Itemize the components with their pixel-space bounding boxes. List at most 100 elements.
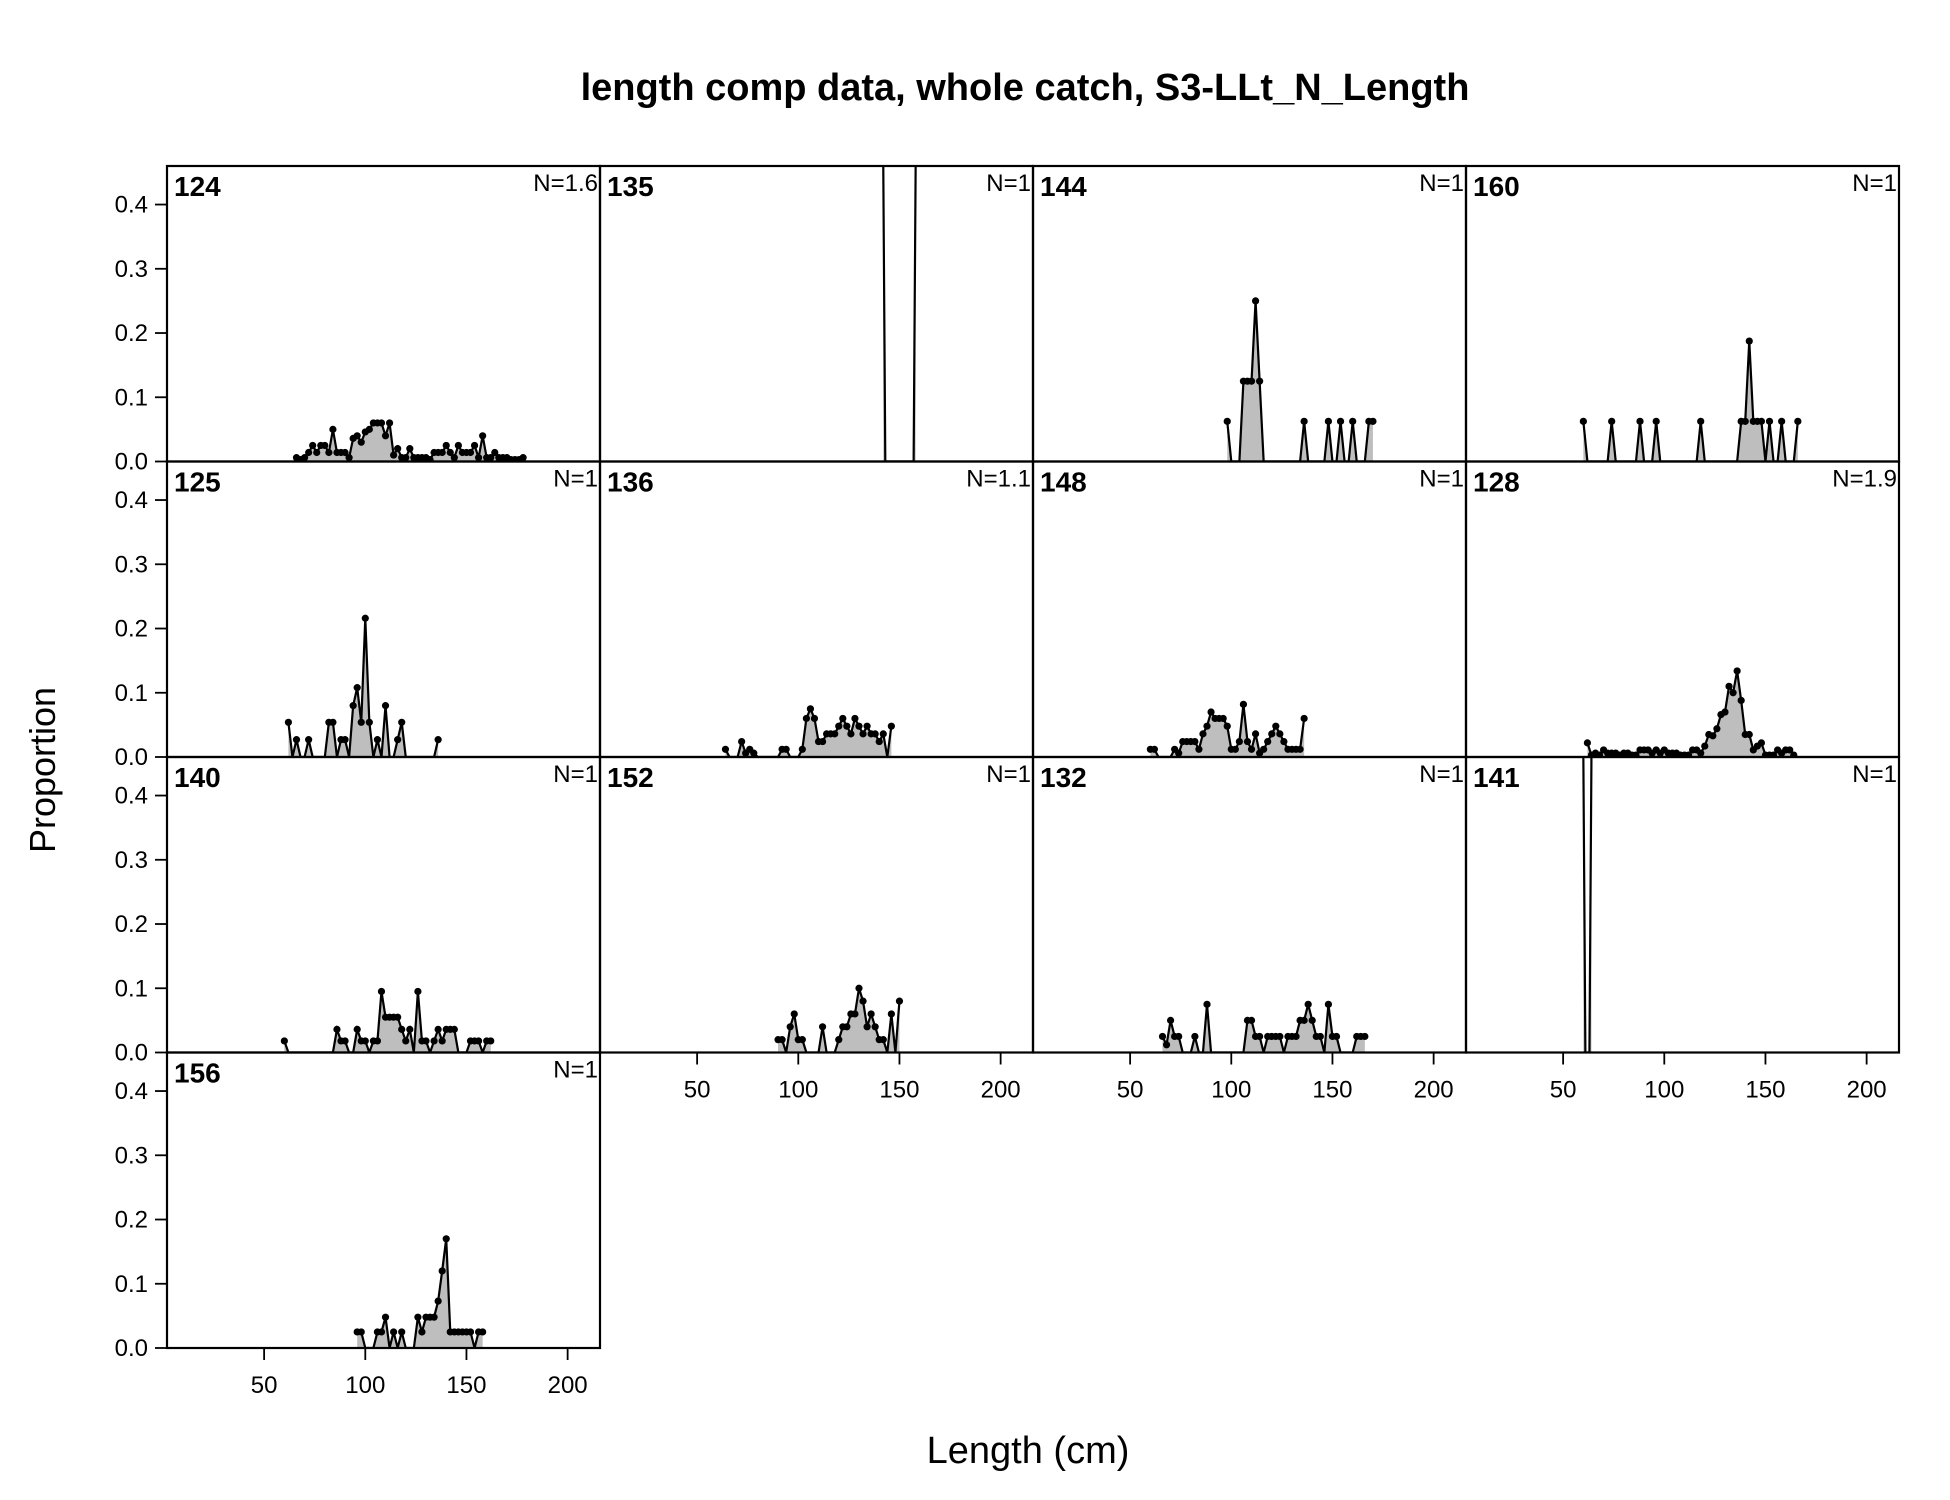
panel-year-label: 141 <box>1473 762 1520 793</box>
x-tick-label: 150 <box>879 1077 919 1104</box>
data-point <box>292 736 301 744</box>
y-axis: 0.0 0.1 0.2 0.3 0.4 <box>115 1078 168 1362</box>
panel-frame <box>1031 755 1468 1054</box>
x-tick-label: 50 <box>251 1372 278 1399</box>
data-point <box>398 1025 406 1033</box>
x-tick-label: 200 <box>981 1077 1021 1104</box>
data-point <box>313 448 321 457</box>
data-point <box>1684 751 1693 757</box>
panel-sample-size: N=1 <box>986 170 1031 197</box>
y-tick-label: 0.3 <box>115 256 148 283</box>
data-point <box>353 1025 361 1033</box>
data-point <box>1741 417 1749 425</box>
data-point <box>1778 417 1786 425</box>
data-point <box>1757 417 1766 425</box>
data-point <box>280 1037 288 1045</box>
chart-title: length comp data, whole catch, S3-LLt_N_… <box>581 67 1470 109</box>
data-point <box>1296 745 1304 753</box>
data-point <box>802 714 810 723</box>
data-point <box>1361 1032 1369 1041</box>
data-point <box>414 1313 422 1321</box>
panel-135: 135 N=1 <box>598 164 1035 463</box>
data-point <box>1308 1016 1316 1024</box>
data-point <box>434 1297 442 1305</box>
data-point <box>1280 737 1288 746</box>
data-point <box>1268 730 1276 738</box>
data-point <box>879 1036 887 1044</box>
data-point <box>394 736 402 744</box>
data-point <box>851 714 859 723</box>
panel-plot-area <box>774 984 904 1053</box>
data-point <box>778 1036 786 1044</box>
y-tick-label: 0.2 <box>115 911 148 938</box>
panel-frame <box>1464 460 1901 759</box>
data-point <box>381 1313 390 1321</box>
data-point <box>1276 730 1284 738</box>
data-point <box>1247 745 1256 753</box>
data-point <box>466 1328 475 1336</box>
panel-frame <box>165 460 602 759</box>
data-point <box>434 1025 442 1033</box>
panel-plot-area <box>1579 337 1802 462</box>
y-tick-label: 0.4 <box>115 192 148 219</box>
data-point <box>875 737 883 746</box>
data-point <box>1349 417 1357 425</box>
panel-sample-size: N=1.6 <box>533 170 598 197</box>
data-point <box>309 441 317 450</box>
data-point <box>357 1328 365 1336</box>
panel-148: 148 N=1 <box>1031 460 1468 759</box>
panel-year-label: 125 <box>174 467 221 498</box>
y-tick-label: 0.2 <box>115 616 148 643</box>
data-point <box>1324 1000 1333 1008</box>
data-point <box>863 1023 871 1031</box>
y-tick-label: 0.1 <box>115 384 148 411</box>
panel-140: 140 N=1 0.0 0.1 0.2 0.3 0.4 <box>115 755 602 1067</box>
data-point <box>321 441 329 450</box>
data-point <box>357 718 365 726</box>
data-point <box>738 737 746 746</box>
panel-sample-size: N=1 <box>1419 466 1464 493</box>
data-point <box>867 1010 875 1018</box>
proportion-area <box>296 422 524 462</box>
data-point <box>1256 1032 1264 1041</box>
data-point <box>305 736 313 744</box>
data-point <box>377 1328 386 1336</box>
data-point <box>1729 689 1737 697</box>
panel-sample-size: N=1 <box>1419 170 1464 197</box>
y-tick-label: 0.1 <box>115 680 148 707</box>
data-point <box>1583 739 1592 747</box>
y-tick-label: 0.3 <box>115 1142 148 1169</box>
data-point <box>1166 1016 1175 1024</box>
x-axis: 50 100 150 200 <box>1117 1051 1454 1104</box>
x-axis: 50 100 150 200 <box>1550 1051 1887 1104</box>
x-tick-label: 200 <box>1414 1077 1454 1104</box>
panel-152: 152 N=1 50 100 150 200 <box>598 755 1035 1104</box>
data-point <box>750 749 758 757</box>
data-point <box>1256 377 1264 385</box>
data-point <box>1243 737 1252 746</box>
data-point <box>1150 745 1159 753</box>
data-point <box>1745 730 1753 739</box>
panel-sample-size: N=1 <box>1419 761 1464 788</box>
data-point <box>329 718 337 726</box>
data-point <box>782 745 790 753</box>
data-point <box>479 432 487 440</box>
y-tick-label: 0.1 <box>115 975 148 1002</box>
data-point <box>402 454 410 462</box>
panel-160: 160 N=1 <box>1464 164 1901 463</box>
data-point <box>377 987 386 996</box>
panel-year-label: 152 <box>607 762 654 793</box>
panel-plot-area <box>292 419 527 462</box>
data-point <box>487 454 495 462</box>
data-point <box>1231 745 1239 753</box>
proportion-area <box>778 988 900 1053</box>
panel-plot-area <box>1583 667 1798 757</box>
data-point <box>284 718 293 726</box>
data-point <box>871 1023 879 1031</box>
data-point <box>487 1037 495 1045</box>
data-point <box>1709 732 1717 740</box>
data-point <box>414 987 422 996</box>
data-point <box>859 997 867 1005</box>
data-point <box>1636 417 1644 425</box>
data-point <box>357 438 365 446</box>
